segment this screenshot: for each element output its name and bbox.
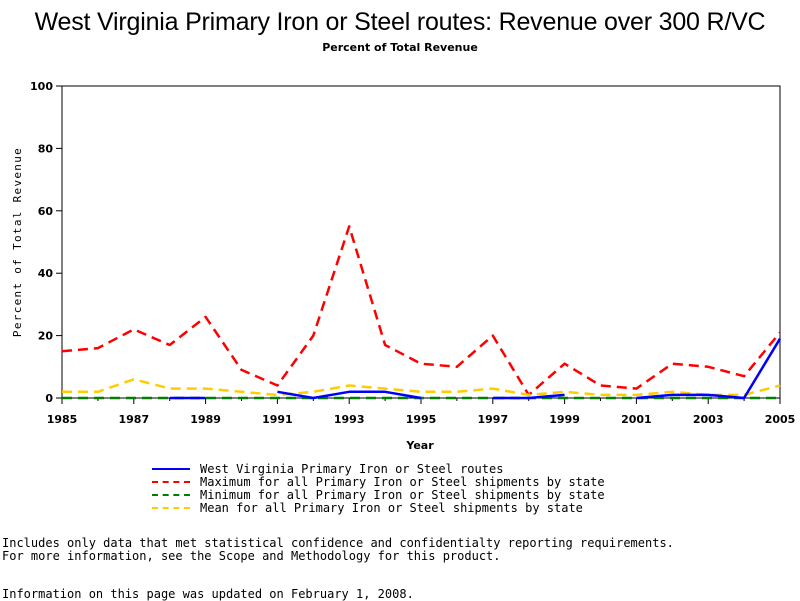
- legend-label: West Virginia Primary Iron or Steel rout…: [200, 461, 504, 476]
- legend-item: Minimum for all Primary Iron or Steel sh…: [152, 487, 605, 502]
- line-chart: 0 20 40 60 80 100 1985 1987 1989 1991 1993 1995 1997…: [11, 80, 796, 452]
- legend-item: West Virginia Primary Iron or Steel rout…: [152, 461, 504, 476]
- legend-swatch-max: [152, 480, 190, 483]
- series-line-4: [62, 378, 781, 397]
- x-tick-label: 1997: [477, 413, 508, 426]
- series-line-2: [61, 225, 781, 397]
- y-tick-label: 80: [38, 142, 54, 155]
- x-tick-label: 1989: [190, 413, 221, 426]
- y-axis-label: Percent of Total Revenue: [11, 147, 24, 337]
- legend-swatch-wv: [152, 467, 190, 470]
- x-tick-label: 1993: [334, 413, 365, 426]
- footnote-confidence: Includes only data that met statistical …: [2, 536, 674, 550]
- x-tick-label: 1985: [47, 413, 78, 426]
- x-tick-label: 1995: [406, 413, 437, 426]
- x-tick-label: 2003: [693, 413, 724, 426]
- chart-title: West Virginia Primary Iron or Steel rout…: [34, 8, 766, 36]
- y-tick-label: 100: [30, 80, 53, 93]
- legend-label: Maximum for all Primary Iron or Steel sh…: [200, 474, 605, 489]
- legend-item: Mean for all Primary Iron or Steel shipm…: [152, 500, 583, 515]
- update-note: Information on this page was updated on …: [2, 587, 414, 601]
- x-axis-label: Year: [405, 439, 434, 452]
- legend-swatch-mean: [152, 506, 190, 509]
- legend-label: Mean for all Primary Iron or Steel shipm…: [200, 500, 583, 515]
- legend-swatch-min: [152, 493, 190, 496]
- x-tick-label: 1999: [549, 413, 580, 426]
- chart-subtitle: Percent of Total Revenue: [322, 41, 478, 54]
- series-line-1: [169, 338, 782, 400]
- y-tick-label: 0: [45, 392, 53, 405]
- y-tick-label: 60: [38, 205, 54, 218]
- legend-item: Maximum for all Primary Iron or Steel sh…: [152, 474, 605, 489]
- x-tick-label: 2001: [621, 413, 652, 426]
- y-tick-label: 20: [38, 330, 54, 343]
- y-tick-label: 40: [38, 267, 54, 280]
- plot-frame: [61, 85, 781, 399]
- x-tick-label: 1987: [118, 413, 149, 426]
- x-tick-label: 2005: [765, 413, 796, 426]
- x-tick-label: 1991: [262, 413, 293, 426]
- footnote-methodology: For more information, see the Scope and …: [2, 549, 501, 563]
- legend-label: Minimum for all Primary Iron or Steel sh…: [200, 487, 605, 502]
